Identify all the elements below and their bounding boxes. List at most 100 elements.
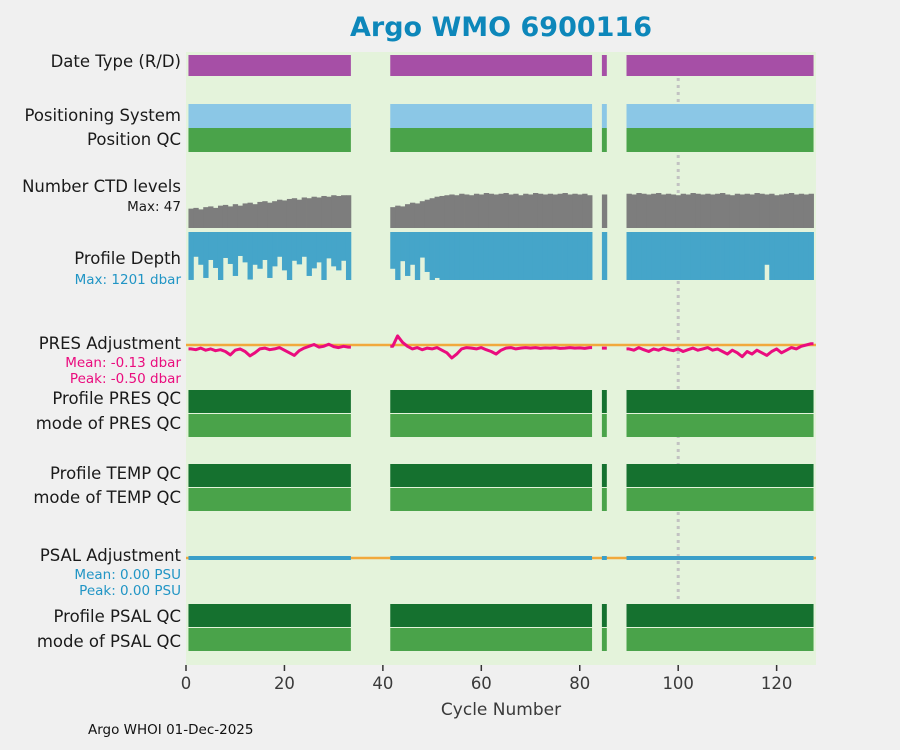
- track-mode-pres-qc: [390, 414, 593, 437]
- ctd-bar: [601, 194, 608, 228]
- depth-bar: [473, 232, 480, 280]
- ctd-bar: [341, 195, 347, 228]
- ctd-bar: [528, 194, 534, 228]
- ctd-bar: [784, 193, 790, 228]
- depth-bar: [759, 232, 765, 280]
- ctd-bar: [291, 198, 298, 228]
- depth-bar: [483, 232, 490, 280]
- ctd-bar: [646, 194, 652, 228]
- ctd-bar: [464, 194, 470, 228]
- label-pres-peak: Peak: -0.50 dbar: [69, 371, 181, 387]
- depth-bar: [749, 232, 755, 280]
- ctd-bar: [803, 194, 810, 228]
- ctd-bar: [203, 207, 209, 228]
- depth-bar: [528, 232, 534, 280]
- depth-bar: [281, 232, 288, 271]
- ctd-bar: [306, 198, 312, 228]
- ctd-bar: [281, 200, 288, 228]
- track-date-type: [626, 55, 814, 76]
- ctd-bar: [779, 194, 785, 228]
- ctd-bar: [518, 195, 524, 228]
- ctd-bar: [336, 195, 342, 228]
- ctd-bar: [321, 195, 327, 228]
- depth-bar: [498, 232, 504, 280]
- depth-bar: [680, 232, 686, 280]
- ctd-bar: [316, 197, 322, 228]
- label-pres-adjustment: PRES Adjustment: [38, 334, 181, 353]
- track-mode-psal-qc: [390, 628, 593, 651]
- ctd-bar: [720, 193, 726, 228]
- depth-bar: [562, 232, 568, 280]
- ctd-bar: [636, 193, 642, 228]
- pres-adjustment-line: [188, 334, 814, 360]
- ctd-bar: [419, 201, 426, 228]
- depth-bar: [547, 232, 554, 280]
- ctd-bar: [331, 195, 337, 228]
- ctd-bar: [769, 193, 775, 228]
- track-profile-psal-qc: [188, 604, 351, 627]
- ctd-bar: [651, 193, 657, 228]
- depth-bar: [232, 232, 239, 276]
- ctd-bar: [296, 199, 303, 228]
- ctd-bar: [729, 195, 736, 228]
- ctd-bar: [734, 193, 741, 228]
- depth-bar: [793, 232, 800, 280]
- track-profile-temp-qc: [601, 464, 607, 487]
- track-profile-temp-qc: [390, 464, 593, 487]
- depth-bar: [803, 232, 810, 280]
- ctd-bar: [774, 195, 780, 228]
- ctd-bar: [488, 193, 495, 228]
- track-profile-pres-qc: [390, 390, 593, 413]
- depth-bar: [208, 232, 214, 260]
- ctd-bar: [252, 204, 258, 228]
- depth-bar: [675, 232, 682, 280]
- plot-background: [186, 52, 816, 665]
- ctd-bar: [547, 193, 554, 228]
- depth-bar: [724, 232, 731, 280]
- ctd-bar: [660, 194, 667, 228]
- ctd-bar: [656, 193, 662, 228]
- ctd-bar: [247, 202, 253, 228]
- depth-bar: [705, 232, 711, 280]
- track-position-qc: [601, 128, 607, 152]
- depth-bar: [518, 232, 524, 280]
- depth-bar: [695, 232, 701, 280]
- track-mode-temp-qc: [601, 488, 607, 511]
- depth-bar: [754, 232, 760, 280]
- x-tick-label: 20: [274, 674, 295, 693]
- ctd-bar: [217, 205, 224, 228]
- depth-bar: [296, 232, 303, 265]
- ctd-bar: [272, 201, 278, 228]
- ctd-bar: [513, 193, 519, 228]
- ctd-bar: [710, 194, 716, 228]
- ctd-bar: [498, 193, 504, 228]
- depth-bar: [656, 232, 662, 280]
- depth-bar: [503, 232, 509, 280]
- depth-bar: [523, 232, 529, 280]
- ctd-bar: [405, 204, 411, 228]
- depth-bar: [660, 232, 667, 280]
- depth-bar: [587, 232, 593, 280]
- depth-bar: [690, 232, 696, 280]
- depth-bar: [631, 232, 637, 280]
- ctd-bar: [552, 194, 559, 228]
- depth-bar: [478, 232, 485, 280]
- track-mode-pres-qc: [188, 414, 351, 437]
- ctd-bar: [705, 193, 711, 228]
- depth-bar: [193, 232, 199, 257]
- ctd-bar: [715, 193, 721, 228]
- depth-bar: [557, 232, 563, 280]
- ctd-bar: [188, 208, 194, 228]
- depth-bar: [390, 232, 396, 269]
- depth-bar: [488, 232, 495, 280]
- ctd-bar: [267, 202, 273, 228]
- ctd-bar: [478, 194, 485, 228]
- depth-bar: [321, 232, 327, 280]
- ctd-bar: [695, 193, 701, 228]
- track-profile-pres-qc: [601, 390, 607, 413]
- x-tick-label: 80: [569, 674, 590, 693]
- ctd-bar: [301, 197, 307, 228]
- ctd-bar: [193, 207, 199, 228]
- depth-bar: [744, 232, 750, 280]
- depth-bar: [419, 232, 426, 258]
